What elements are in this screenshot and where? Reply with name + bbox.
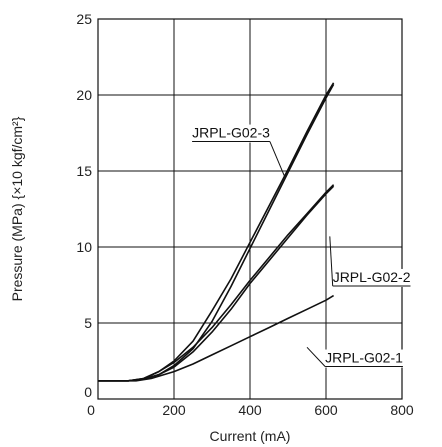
y-tick-label: 20 [76, 87, 92, 103]
y-tick-label: 25 [76, 11, 92, 27]
x-tick-label: 200 [162, 402, 186, 418]
x-axis-label: Current (mA) [210, 428, 291, 444]
annotation-label: JRPL-G02-2 [333, 269, 411, 285]
x-tick-label: 600 [314, 402, 338, 418]
x-tick-label: 400 [238, 402, 262, 418]
annotation-background [323, 349, 405, 368]
annotation-label: JRPL-G02-3 [192, 125, 270, 141]
annotation-label: JRPL-G02-1 [325, 350, 403, 366]
y-tick-label: 5 [84, 315, 92, 331]
annotation-leader [269, 141, 285, 176]
y-tick-label: 10 [76, 239, 92, 255]
y-tick-label: 15 [76, 163, 92, 179]
annotations: JRPL-G02-3 JRPL-G02-2 JRPL-G02-1 [190, 124, 413, 368]
plot-frame [97, 18, 403, 400]
grid [98, 19, 402, 399]
series-line [98, 294, 335, 382]
tick-labels: 0 200 400 600 800 0 5 10 15 20 25 [76, 11, 413, 418]
series-line [98, 184, 335, 382]
series-curves [98, 82, 335, 382]
annotation-background [330, 268, 413, 287]
annotation-background [190, 124, 272, 143]
y-tick-label: 0 [84, 384, 92, 400]
x-tick-label: 800 [390, 402, 414, 418]
series-line [98, 185, 335, 382]
y-axis-label: Pressure (MPa) {×10 kgf/cm²} [9, 116, 25, 301]
annotation-leader [306, 346, 326, 367]
x-tick-label: 0 [87, 402, 95, 418]
annotation-leader [329, 236, 334, 286]
